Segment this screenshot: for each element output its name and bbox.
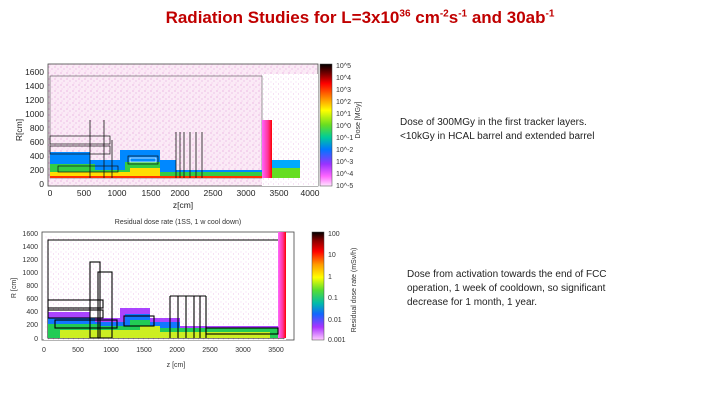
bottom-xtick: 1500 <box>136 347 152 354</box>
bottom-cbtick: 1 <box>328 274 332 281</box>
bottom-xtick: 0 <box>42 347 46 354</box>
top-xtick: 2000 <box>171 188 190 198</box>
top-cbtick: 10^-5 <box>336 183 353 190</box>
bottom-ytick: 800 <box>26 283 38 290</box>
bottom-ylabel: R [cm] <box>11 278 18 298</box>
top-colorbar-ticks: 10^5 10^4 10^3 10^2 10^1 10^0 10^-1 10^-… <box>336 63 353 190</box>
bottom-x-ticks: 0 500 1000 1500 2000 2500 3000 3500 <box>42 347 284 354</box>
top-xtick: 3500 <box>270 188 289 198</box>
bottom-plot-title: Residual dose rate (1SS, 1 w cool down) <box>115 219 241 226</box>
top-cbtick: 10^2 <box>336 99 351 106</box>
bottom-plot: Residual dose rate (1SS, 1 w cool down) <box>11 219 358 369</box>
top-ytick: 200 <box>30 165 44 175</box>
bottom-colorbar <box>311 231 325 341</box>
top-xtick: 2500 <box>204 188 223 198</box>
bottom-right-hotspot <box>278 232 286 338</box>
bottom-plot-note: Dose from activation towards the end of … <box>407 269 607 308</box>
top-detector-boxes <box>49 135 159 173</box>
top-right-green <box>272 168 300 178</box>
bottom-xlabel: z [cm] <box>167 362 186 369</box>
bottom-ytick: 0 <box>34 336 38 343</box>
top-ytick: 1200 <box>25 95 44 105</box>
top-right-hotspot <box>262 120 272 178</box>
bottom-ytick: 1400 <box>22 244 38 251</box>
top-xtick: 500 <box>77 188 91 198</box>
top-band-red <box>50 176 262 178</box>
top-xtick: 1000 <box>108 188 127 198</box>
bottom-cbtick: 0.001 <box>328 337 346 344</box>
bottom-xtick: 3000 <box>235 347 251 354</box>
bottom-cbtick: 0.01 <box>328 317 342 324</box>
bottom-ytick: 400 <box>26 309 38 316</box>
top-ytick: 1000 <box>25 109 44 119</box>
top-note-line1: Dose of 300MGy in the first tracker laye… <box>400 117 587 128</box>
bottom-xtick: 3500 <box>268 347 284 354</box>
top-plot: 1600 1400 1200 1000 800 600 400 200 0 R[… <box>14 63 362 210</box>
top-ytick: 600 <box>30 137 44 147</box>
top-xtick: 3000 <box>237 188 256 198</box>
bottom-cbtick: 0.1 <box>328 295 338 302</box>
top-ytick: 400 <box>30 151 44 161</box>
top-colorbar <box>319 63 333 187</box>
top-y-ticks: 1600 1400 1200 1000 800 600 400 200 0 <box>25 67 44 189</box>
top-cbtick: 10^0 <box>336 123 351 130</box>
bottom-ytick: 200 <box>26 322 38 329</box>
top-cbtick: 10^-1 <box>336 135 353 142</box>
top-ytick: 0 <box>39 179 44 189</box>
top-xtick: 4000 <box>301 188 320 198</box>
slide-title: Radiation Studies for L=3x1036 cm-2s-1 a… <box>165 8 555 27</box>
bottom-detector-boxes <box>47 261 279 339</box>
top-ylabel: R[cm] <box>14 119 24 141</box>
bottom-ytick: 1000 <box>22 270 38 277</box>
bottom-colorbar-label: Residual dose rate (mSv/h) <box>351 248 358 333</box>
top-ytick: 800 <box>30 123 44 133</box>
bottom-xtick: 2500 <box>202 347 218 354</box>
bottom-ytick: 600 <box>26 296 38 303</box>
top-band-yellow <box>50 168 262 178</box>
top-cbtick: 10^-3 <box>336 159 353 166</box>
bottom-xtick: 2000 <box>169 347 185 354</box>
top-xtick: 1500 <box>142 188 161 198</box>
top-colorbar-label: Dose [MGy] <box>355 101 362 138</box>
top-xtick: 0 <box>48 188 53 198</box>
top-cbtick: 10^5 <box>336 63 351 70</box>
bottom-xtick: 1000 <box>103 347 119 354</box>
top-cbtick: 10^-2 <box>336 147 353 154</box>
top-plot-note: Dose of 300MGy in the first tracker laye… <box>400 116 630 144</box>
bottom-y-ticks: 1600 1400 1200 1000 800 600 400 200 0 <box>22 231 38 343</box>
top-x-ticks: 0 500 1000 1500 2000 2500 3000 3500 4000 <box>48 188 320 198</box>
bottom-xtick: 500 <box>72 347 84 354</box>
bottom-cbtick: 10 <box>328 252 336 259</box>
top-magnet-lines <box>89 120 203 178</box>
top-note-line2: <10kGy in HCAL barrel and extended barre… <box>400 131 595 142</box>
bottom-colorbar-ticks: 100 10 1 0.1 0.01 0.001 <box>328 231 346 344</box>
top-cbtick: 10^3 <box>336 87 351 94</box>
top-cbtick: 10^4 <box>336 75 351 82</box>
top-cbtick: 10^1 <box>336 111 351 118</box>
top-ytick: 1600 <box>25 67 44 77</box>
bottom-ytick: 1600 <box>22 231 38 238</box>
top-xlabel: z[cm] <box>173 200 193 210</box>
top-ytick: 1400 <box>25 81 44 91</box>
top-cbtick: 10^-4 <box>336 171 353 178</box>
bottom-cbtick: 100 <box>328 231 340 238</box>
bottom-ytick: 1200 <box>22 257 38 264</box>
